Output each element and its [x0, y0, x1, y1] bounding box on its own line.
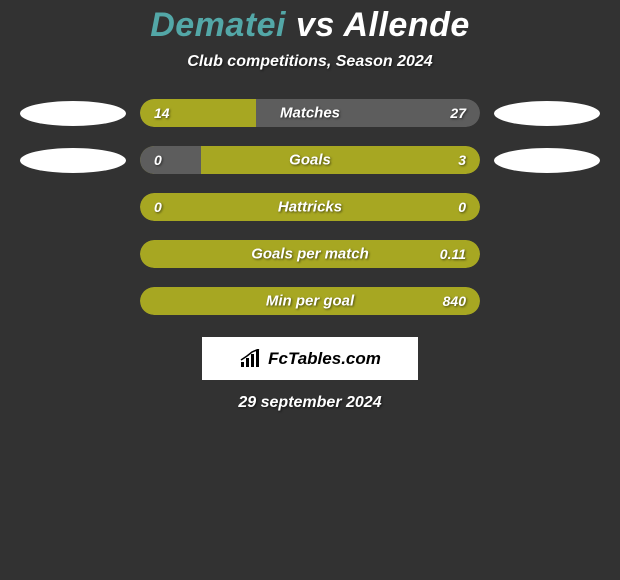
logo-text: FcTables.com: [268, 349, 381, 369]
player2-marker: [494, 101, 600, 126]
bar-fill-left: [140, 146, 201, 174]
stat-label: Goals: [289, 152, 331, 169]
stat-row: 0 Hattricks 0: [0, 193, 620, 221]
stat-row: 0 Goals 3: [0, 146, 620, 174]
infographic-container: Dematei vs Allende Club competitions, Se…: [0, 0, 620, 412]
stat-bar: 0 Goals 3: [140, 146, 480, 174]
marker-placeholder: [20, 195, 126, 220]
stat-rows: 14 Matches 27 0 Goals 3 0 Hattricks 0 Goals per m…: [0, 99, 620, 315]
date-text: 29 september 2024: [238, 394, 381, 412]
chart-icon: [239, 349, 263, 369]
player1-marker: [20, 148, 126, 173]
stat-value-left: 0: [154, 199, 162, 215]
player1-marker: [20, 101, 126, 126]
logo-box: FcTables.com: [202, 337, 418, 380]
marker-placeholder: [494, 195, 600, 220]
logo-inner: FcTables.com: [239, 349, 381, 369]
title: Dematei vs Allende: [150, 6, 470, 45]
stat-row: 14 Matches 27: [0, 99, 620, 127]
stat-row: Min per goal 840: [0, 287, 620, 315]
player2-name: Allende: [343, 6, 469, 44]
marker-placeholder: [20, 289, 126, 314]
player2-marker: [494, 148, 600, 173]
stat-value-right: 3: [458, 152, 466, 168]
stat-label: Matches: [280, 105, 340, 122]
stat-value-right: 840: [443, 293, 466, 309]
subtitle: Club competitions, Season 2024: [187, 53, 432, 71]
stat-value-left: 0: [154, 152, 162, 168]
stat-bar: 14 Matches 27: [140, 99, 480, 127]
stat-bar: Min per goal 840: [140, 287, 480, 315]
marker-placeholder: [20, 242, 126, 267]
stat-row: Goals per match 0.11: [0, 240, 620, 268]
stat-value-left: 14: [154, 105, 170, 121]
stat-label: Min per goal: [266, 293, 354, 310]
stat-label: Goals per match: [251, 246, 369, 263]
marker-placeholder: [494, 289, 600, 314]
player1-name: Dematei: [150, 6, 286, 44]
stat-bar: 0 Hattricks 0: [140, 193, 480, 221]
stat-bar: Goals per match 0.11: [140, 240, 480, 268]
marker-placeholder: [494, 242, 600, 267]
stat-label: Hattricks: [278, 199, 342, 216]
stat-value-right: 0: [458, 199, 466, 215]
stat-value-right: 27: [450, 105, 466, 121]
vs-text: vs: [296, 6, 335, 44]
stat-value-right: 0.11: [440, 246, 466, 262]
